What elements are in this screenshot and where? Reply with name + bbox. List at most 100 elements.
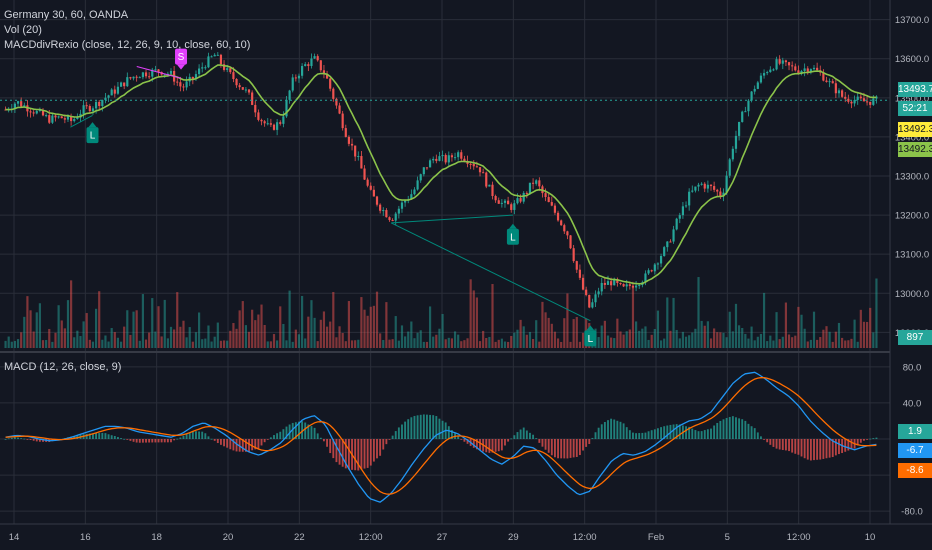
histogram-bar xyxy=(372,439,375,462)
candle-body xyxy=(119,82,123,87)
histogram-bar xyxy=(323,439,325,442)
histogram-bar xyxy=(110,435,113,439)
volume-bar xyxy=(325,326,329,348)
time-tick-label: 16 xyxy=(80,532,91,543)
histogram-bar xyxy=(516,432,519,439)
candle-body xyxy=(254,104,257,113)
volume-bar xyxy=(647,339,650,348)
short-signal-marker[interactable]: S xyxy=(175,48,188,70)
candle-body xyxy=(528,182,532,194)
histogram-bar xyxy=(319,437,322,439)
volume-bars xyxy=(4,277,878,348)
histogram-bar xyxy=(738,418,741,439)
volume-bar xyxy=(148,332,151,348)
indicator-legend[interactable]: MACDdivRexio (close, 12, 26, 9, 10, clos… xyxy=(4,39,251,51)
candle-body xyxy=(741,111,744,122)
candle-body xyxy=(241,87,244,90)
macd-axis-labels[interactable]: -80.0 40.0 80.0 xyxy=(901,362,923,517)
price-axis-labels[interactable]: 12900.013000.013100.013200.013300.013400… xyxy=(895,15,929,339)
candle-body xyxy=(332,88,335,99)
candle-body xyxy=(837,90,841,94)
volume-bar xyxy=(166,338,169,348)
volume-bar xyxy=(738,325,741,348)
candle-body xyxy=(669,241,672,243)
candle-body xyxy=(447,155,450,163)
histogram-bar xyxy=(282,429,285,439)
histogram-bar xyxy=(488,439,491,453)
volume-bar xyxy=(335,337,338,348)
macd-legend-title[interactable]: MACD (12, 26, close, 9) xyxy=(4,361,122,373)
volume-bar xyxy=(391,339,394,348)
candle-body xyxy=(304,64,307,67)
histogram-bar xyxy=(335,439,338,463)
volume-bar xyxy=(556,338,560,348)
volume-bar xyxy=(94,308,98,348)
histogram-bar xyxy=(644,432,647,439)
candle-body xyxy=(734,135,738,149)
volume-legend[interactable]: Vol (20) xyxy=(4,24,42,36)
candle-body xyxy=(688,191,691,206)
volume-bar xyxy=(703,325,706,348)
long-signal-marker[interactable]: L xyxy=(506,223,519,245)
volume-bar xyxy=(276,340,279,348)
candle-body xyxy=(644,273,647,283)
histogram-bar xyxy=(426,414,428,439)
signal-markers[interactable]: S L L L xyxy=(86,48,597,347)
candle-body xyxy=(800,70,803,74)
histogram-bar xyxy=(716,422,719,439)
candle-body xyxy=(4,109,7,111)
candle-body xyxy=(697,184,700,187)
volume-bar xyxy=(154,331,157,348)
candle-body xyxy=(132,76,135,79)
long-signal-marker[interactable]: L xyxy=(584,325,597,347)
volume-bar xyxy=(600,325,603,348)
candle-body xyxy=(57,116,60,118)
volume-bar xyxy=(232,323,235,348)
time-axis-labels[interactable]: 14 16 18 20 22 12:00 27 29 12:00 Feb 5 12:00 10 xyxy=(9,532,876,543)
candle-body xyxy=(397,208,400,214)
candle-body xyxy=(572,248,575,262)
volume-bar xyxy=(769,335,772,348)
histogram-bar xyxy=(685,426,687,439)
candle-body xyxy=(875,96,878,99)
volume-bar xyxy=(488,336,491,348)
volume-bar xyxy=(241,301,244,348)
histogram-bar xyxy=(441,420,444,439)
histogram-bar xyxy=(35,439,38,442)
volume-bar xyxy=(425,341,429,348)
candle-body xyxy=(862,98,866,102)
candle-body xyxy=(731,148,734,160)
volume-bar xyxy=(544,312,547,348)
histogram-bar xyxy=(660,427,662,439)
volume-bar xyxy=(734,303,738,348)
volume-bar xyxy=(750,326,753,348)
candle-body xyxy=(70,116,73,122)
volume-bar xyxy=(856,341,859,348)
histogram-bar xyxy=(432,415,435,439)
histogram-bar xyxy=(744,420,747,439)
candle-body xyxy=(859,96,862,99)
volume-bar xyxy=(460,341,463,348)
candle-body xyxy=(478,167,482,173)
volume-bar xyxy=(188,327,191,348)
volume-bar xyxy=(741,327,744,348)
volume-bar xyxy=(101,339,104,348)
candle-body xyxy=(469,163,472,165)
volume-bar xyxy=(254,320,257,348)
volume-bar xyxy=(23,316,26,348)
candle-body xyxy=(531,182,535,184)
histogram-bar xyxy=(678,424,681,439)
volume-bar xyxy=(613,338,616,348)
histogram-bar xyxy=(500,439,503,451)
histogram-bar xyxy=(753,428,756,439)
volume-bar xyxy=(132,311,135,348)
candle-body xyxy=(709,184,713,187)
volume-bar xyxy=(10,341,13,348)
symbol-title[interactable]: Germany 30, 60, OANDA xyxy=(4,9,129,21)
long-signal-marker[interactable]: L xyxy=(86,122,99,144)
volume-bar xyxy=(538,341,541,348)
volume-bar xyxy=(675,329,678,348)
histogram-bar xyxy=(597,427,600,439)
candle-body xyxy=(797,70,800,74)
